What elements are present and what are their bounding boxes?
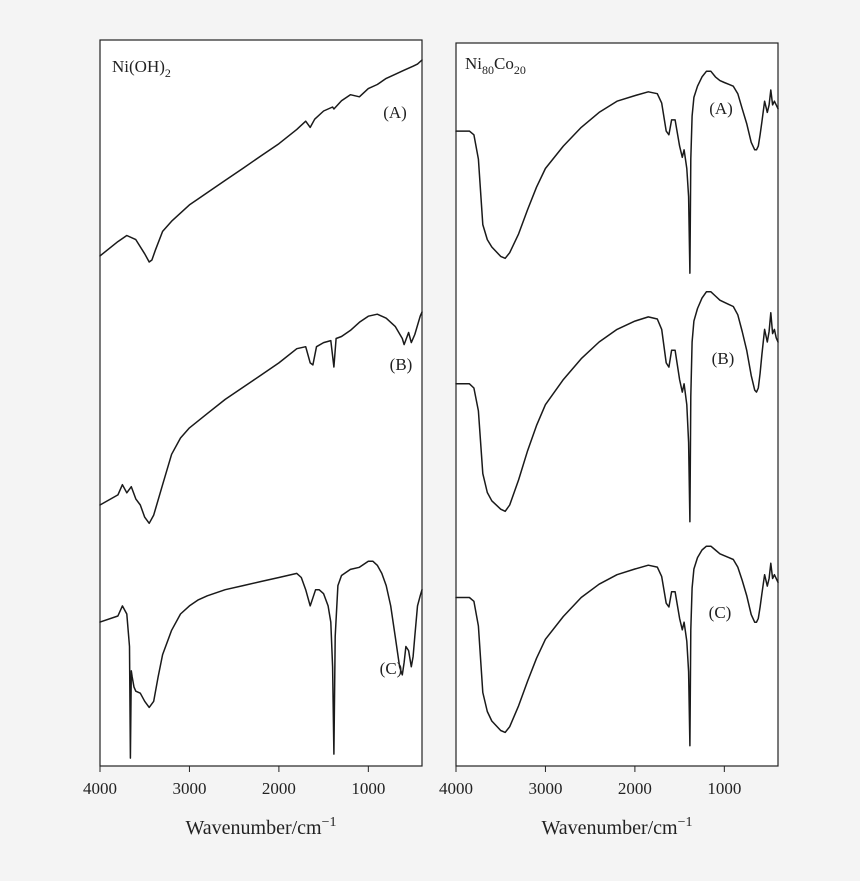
panel-left-series: (A) (B) (C): [99, 59, 423, 759]
panel-right-title-sub2: 20: [514, 63, 526, 77]
panel-right-x-axis: 4000 3000 2000 1000: [439, 766, 741, 798]
panel-left-frame: [99, 39, 423, 767]
right-spectrum-b: [455, 291, 779, 523]
right-spectrum-a: [455, 70, 779, 274]
right-spectrum-c: [455, 545, 779, 747]
panel-right-x-axis-title-exp: −1: [678, 815, 693, 830]
right-curve-label-b: (B): [712, 349, 735, 368]
panel-left-x-axis-title-exp: −1: [322, 815, 337, 830]
panel-left-title-sub: 2: [165, 66, 171, 80]
left-x-tick-label-3000: 3000: [172, 779, 206, 798]
right-curve-label-c: (C): [709, 603, 732, 622]
panel-right-title: Ni80Co20: [465, 54, 526, 77]
left-x-tick-label-4000: 4000: [83, 779, 117, 798]
panel-right-title-co: Co: [494, 54, 514, 73]
panel-right-title-sub1: 80: [482, 63, 494, 77]
right-curve-label-a: (A): [709, 99, 733, 118]
left-spectrum-a: [99, 59, 423, 263]
left-spectrum-b: [99, 311, 423, 525]
panel-right-frame: [455, 42, 779, 767]
left-curve-label-c: (C): [380, 659, 403, 678]
panel-left-x-axis: 4000 3000 2000 1000: [83, 766, 385, 798]
panel-right: Ni80Co20 (A) (B) (C) 4000 3000 2000 1000 Wave…: [439, 42, 779, 839]
left-x-tick-label-2000: 2000: [262, 779, 296, 798]
panel-right-x-axis-title-main: Wavenumber/cm: [541, 817, 678, 839]
left-x-tick-label-1000: 1000: [351, 779, 385, 798]
panel-right-title-ni: Ni: [465, 54, 482, 73]
panel-left-x-axis-title: Wavenumber/cm−1: [185, 815, 336, 839]
right-x-tick-label-3000: 3000: [528, 779, 562, 798]
panel-left-title-main: Ni(OH): [112, 57, 165, 76]
right-x-tick-label-4000: 4000: [439, 779, 473, 798]
left-curve-label-a: (A): [383, 103, 407, 122]
panel-right-x-axis-title: Wavenumber/cm−1: [541, 815, 692, 839]
right-x-tick-label-2000: 2000: [618, 779, 652, 798]
panel-left-title: Ni(OH)2: [112, 57, 171, 80]
panel-left: Ni(OH)2 (A) (B) (C) 4000 3000 2000 1000 Waven…: [83, 39, 423, 839]
left-spectrum-c: [99, 560, 423, 759]
panel-left-x-axis-title-main: Wavenumber/cm: [185, 817, 322, 839]
panel-right-series: (A) (B) (C): [455, 70, 779, 747]
left-curve-label-b: (B): [390, 355, 413, 374]
right-x-tick-label-1000: 1000: [707, 779, 741, 798]
